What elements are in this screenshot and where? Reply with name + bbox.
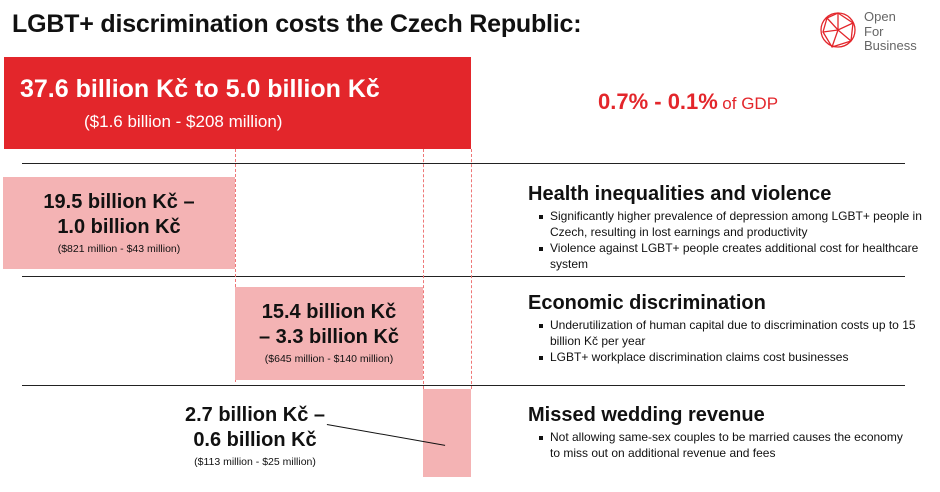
wedding-bullets: Not allowing same-sex couples to be marr… <box>528 430 908 461</box>
waterfall-guide <box>471 149 472 389</box>
wedding-category: Missed wedding revenue Not allowing same… <box>528 404 908 461</box>
logo-text-open: Open <box>864 9 896 24</box>
economic-bullets: Underutilization of human capital due to… <box>528 318 933 366</box>
bullet-item: LGBT+ workplace discrimination claims co… <box>528 350 933 366</box>
health-category: Health inequalities and violence Signifi… <box>528 183 928 272</box>
wedding-category-title: Missed wedding revenue <box>528 404 765 426</box>
wedding-cost-label: 2.7 billion Kč – 0.6 billion Kč ($113 mi… <box>150 403 360 468</box>
logo-text-for: For <box>864 23 884 39</box>
wedding-cost-usd: ($113 million - $25 million) <box>194 456 316 468</box>
logo-text-business: Business <box>864 38 917 53</box>
bullet-item: Not allowing same-sex couples to be marr… <box>528 430 908 461</box>
total-cost-range: 37.6 billion Kč to 5.0 billion Kč <box>20 75 380 103</box>
total-cost-bar: 37.6 billion Kč to 5.0 billion Kč ($1.6 … <box>4 57 471 149</box>
health-cost-bar <box>3 177 235 269</box>
economic-category: Economic discrimination Underutilization… <box>528 292 933 366</box>
waterfall-guide <box>235 149 236 382</box>
economic-cost-bar <box>235 287 423 380</box>
health-cost-value-line2: 1.0 billion Kč <box>57 216 181 238</box>
gdp-share-range: 0.7% - 0.1% <box>598 89 718 114</box>
gdp-share: 0.7% - 0.1% of GDP <box>598 89 778 115</box>
waterfall-guide <box>423 149 424 389</box>
health-cost-label: 19.5 billion Kč – 1.0 billion Kč ($821 m… <box>3 190 235 255</box>
health-bullets: Significantly higher prevalence of depre… <box>528 209 928 272</box>
economic-category-title: Economic discrimination <box>528 292 766 314</box>
economic-cost-label: 15.4 billion Kč – 3.3 billion Kč ($645 m… <box>235 300 423 365</box>
health-cost-value-line1: 19.5 billion Kč – <box>43 191 195 213</box>
row-divider <box>22 385 905 386</box>
wedding-cost-bar <box>423 389 471 477</box>
open-for-business-logo: Open For Business <box>818 8 936 64</box>
gdp-share-suffix: of GDP <box>722 94 779 113</box>
wedding-cost-value-line1: 2.7 billion Kč – <box>184 404 326 426</box>
bullet-item: Violence against LGBT+ people creates ad… <box>528 241 928 272</box>
wedding-cost-value-line2: 0.6 billion Kč <box>193 429 317 451</box>
economic-cost-value-line1: 15.4 billion Kč <box>261 301 397 323</box>
bullet-item: Underutilization of human capital due to… <box>528 318 933 349</box>
health-cost-usd: ($821 million - $43 million) <box>57 243 181 255</box>
economic-cost-usd: ($645 million - $140 million) <box>264 353 394 365</box>
health-category-title: Health inequalities and violence <box>528 183 832 205</box>
row-divider <box>22 276 905 277</box>
economic-cost-value-line2: – 3.3 billion Kč <box>258 326 400 348</box>
page-title: LGBT+ discrimination costs the Czech Rep… <box>12 10 582 38</box>
geometric-circle-logo-icon <box>820 12 856 48</box>
row-divider <box>22 163 905 164</box>
bullet-item: Significantly higher prevalence of depre… <box>528 209 928 240</box>
total-cost-usd: ($1.6 billion - $208 million) <box>84 112 283 131</box>
